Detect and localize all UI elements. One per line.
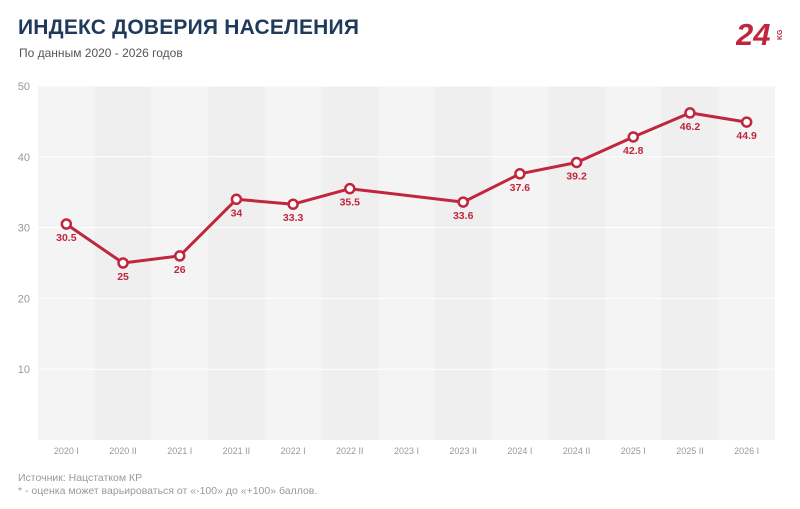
data-label: 35.5	[340, 197, 361, 209]
x-tick-label: 2021 II	[223, 446, 251, 456]
y-tick-label: 30	[18, 223, 30, 235]
x-tick-label: 2026 I	[734, 446, 759, 456]
svg-text:24: 24	[736, 17, 770, 51]
data-label: 44.9	[736, 130, 757, 142]
data-label: 42.8	[623, 145, 644, 157]
x-tick-label: 2024 I	[507, 446, 532, 456]
series-line	[65, 111, 747, 265]
data-label: 33.3	[283, 212, 304, 224]
source-note: Источник: Нацстатком КР	[18, 472, 143, 484]
data-point	[740, 116, 753, 128]
data-point	[684, 107, 696, 119]
y-tick-label: 50	[18, 81, 30, 93]
data-point	[230, 193, 243, 206]
chart-footer: Источник: Нацстатком КР * - оценка может…	[18, 472, 317, 498]
y-tick-label: 20	[18, 293, 30, 305]
x-tick-label: 2024 II	[563, 446, 591, 456]
data-point	[173, 250, 186, 262]
data-point	[60, 218, 73, 230]
brand-logo: 24 KG	[736, 17, 784, 51]
data-label: 26	[174, 264, 186, 276]
plot-background	[38, 86, 775, 440]
data-point	[627, 131, 640, 143]
x-tick-label: 2025 II	[676, 446, 704, 456]
x-tick-label: 2022 I	[281, 446, 306, 456]
data-point	[457, 196, 469, 208]
data-label: 37.6	[510, 182, 531, 194]
data-label: 39.2	[566, 170, 587, 182]
column-band	[208, 86, 265, 440]
column-band	[661, 86, 719, 440]
data-label: 25	[117, 271, 129, 283]
column-band	[321, 86, 379, 440]
range-note: * - оценка может варьироваться от «-100»…	[18, 485, 318, 497]
column-band	[434, 86, 492, 440]
x-tick-label: 2020 I	[54, 446, 79, 456]
data-point	[117, 257, 129, 269]
data-label: 30.5	[56, 232, 77, 244]
x-tick-label: 2023 II	[449, 446, 477, 456]
x-tick-label: 2025 I	[621, 446, 646, 456]
svg-text:KG: KG	[777, 29, 784, 40]
x-tick-label: 2022 II	[336, 446, 364, 456]
chart-subtitle: По данным 2020 - 2026 годов	[19, 46, 183, 60]
x-tick-label: 2023 I	[394, 446, 419, 456]
data-point	[514, 168, 526, 180]
column-band	[548, 86, 605, 440]
data-point	[570, 156, 583, 169]
data-point	[344, 182, 356, 195]
chart-title: ИНДЕКС ДОВЕРИЯ НАСЕЛЕНИЯ	[18, 16, 360, 39]
data-point	[287, 198, 299, 210]
x-tick-label: 2020 II	[109, 446, 137, 456]
y-tick-label: 40	[18, 152, 30, 164]
data-label: 33.6	[453, 210, 474, 222]
x-tick-label: 2021 I	[167, 446, 192, 456]
y-tick-label: 10	[18, 364, 30, 376]
data-label: 34	[231, 207, 243, 219]
data-label: 46.2	[680, 121, 701, 133]
